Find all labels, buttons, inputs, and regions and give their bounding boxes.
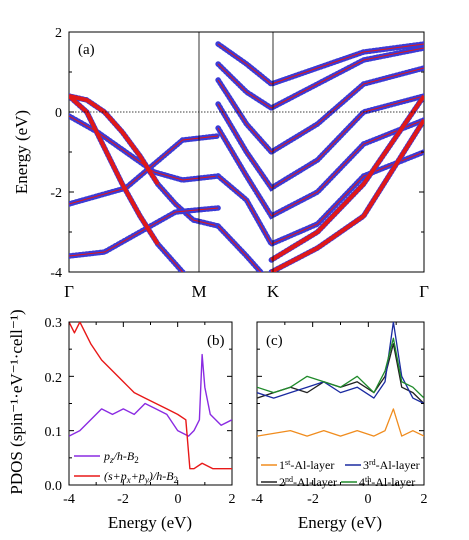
band-core-line-8 bbox=[217, 67, 424, 153]
panel-a-x-tick-label-m: M bbox=[191, 282, 206, 301]
panel-a-ticks bbox=[69, 31, 424, 273]
panel-b-y-tick-label: 0.1 bbox=[45, 425, 63, 440]
legend-label-pz: pz/h-B2 bbox=[103, 449, 139, 465]
panel-b-x-tick-label: 0 bbox=[175, 492, 182, 507]
legend-label-spxpy-part: +p bbox=[131, 469, 145, 483]
legend-label-layer3-part: -Al-layer bbox=[376, 458, 420, 472]
legend-label-layer1-part: -Al-layer bbox=[290, 458, 334, 472]
legend-label-spxpy-part: y bbox=[144, 475, 149, 485]
legend-label-layer1-part: st bbox=[285, 458, 291, 467]
panel-b-label: (b) bbox=[207, 333, 225, 349]
panel-b-series bbox=[69, 322, 232, 470]
panel-b: (b) PDOS (spin⁻¹·eV⁻¹·cell⁻¹) 0.0 0.1 0.… bbox=[7, 309, 236, 532]
legend-label-layer4-part: -Al-layer bbox=[371, 475, 415, 489]
pdos-line-1 bbox=[69, 322, 232, 470]
panel-a-x-tick-label-gamma: Γ bbox=[64, 282, 74, 301]
panel-a-label: (a) bbox=[78, 42, 95, 58]
panel-b-y-tick-label: 0.0 bbox=[45, 479, 63, 494]
band-core-line-10 bbox=[217, 119, 424, 217]
layer-pdos-line-3 bbox=[257, 337, 424, 399]
panel-a-x-tick-label-gamma-end: Γ bbox=[419, 282, 429, 301]
panel-c-line-group bbox=[257, 322, 424, 437]
band-highlight-gamma-end-12 bbox=[270, 118, 424, 272]
panel-b-ticks bbox=[68, 321, 233, 486]
panel-b-line-group bbox=[69, 322, 232, 470]
layer-pdos-line-1 bbox=[257, 343, 424, 404]
band-highlight-gamma-end-13 bbox=[270, 94, 424, 262]
panel-a-y-tick-label: -4 bbox=[50, 266, 62, 281]
legend-label-layer1-part: 1 bbox=[279, 458, 285, 472]
band-highlight-gamma-1 bbox=[69, 94, 160, 246]
band-core-line-2 bbox=[69, 115, 219, 181]
panel-a-bands bbox=[69, 41, 424, 272]
panel-b-y-tick-label: 0.3 bbox=[45, 316, 63, 331]
panel-c-x-tick-label: -2 bbox=[307, 492, 319, 507]
panel-b-x-tick-label: -2 bbox=[117, 492, 129, 507]
legend-label-pz-part: 2 bbox=[134, 455, 139, 465]
legend-label-layer4: 4th-Al-layer bbox=[359, 475, 415, 489]
band-core-line-9 bbox=[217, 95, 424, 189]
legend-label-layer3-part: 3 bbox=[363, 458, 369, 472]
band-core-line-5 bbox=[217, 225, 262, 272]
panel-c-x-tick-label: -4 bbox=[251, 492, 263, 507]
panel-b-y-tick-label: 0.2 bbox=[45, 371, 63, 386]
legend-label-pz-part: /h-B bbox=[113, 449, 135, 463]
band-core-line-3 bbox=[69, 135, 219, 205]
legend-label-layer2-part: nd bbox=[285, 475, 293, 484]
legend-label-spxpy-part: )/h-B bbox=[148, 469, 174, 483]
layer-pdos-line-0 bbox=[257, 408, 424, 437]
panel-c-x-tick-label: 0 bbox=[365, 492, 372, 507]
panel-c-series bbox=[257, 322, 424, 437]
panel-a-x-tick-label-k: K bbox=[267, 282, 280, 301]
panel-a: (a) Energy (eV) 2 0 -2 -4 Γ M K Γ bbox=[12, 26, 429, 301]
panel-a-y-axis-title: Energy (eV) bbox=[12, 110, 31, 194]
layer-pdos-line-2 bbox=[257, 322, 424, 405]
legend-label-pz-part: z bbox=[109, 455, 114, 465]
panel-a-band-group bbox=[69, 41, 424, 272]
panel-c: (c) -4 -2 0 2 Energy (eV) 1st-Al-layer 3… bbox=[251, 321, 428, 532]
panel-a-y-tick-label: -2 bbox=[50, 186, 62, 201]
legend-label-layer1: 1st-Al-layer bbox=[279, 458, 334, 472]
legend-label-spxpy-part: (s+p bbox=[104, 469, 127, 483]
band-core-line-6 bbox=[217, 43, 424, 85]
panel-c-x-tick-label: 2 bbox=[421, 492, 428, 507]
band-highlight-gamma-0 bbox=[69, 94, 160, 186]
panel-b-legend: pz/h-B2 (s+px+py)/h-B2 bbox=[74, 449, 178, 485]
panel-b-x-tick-label: -4 bbox=[63, 492, 75, 507]
legend-label-layer2-part: 2 bbox=[279, 475, 285, 489]
band-core-line-7 bbox=[217, 47, 424, 109]
panel-b-x-axis-title: Energy (eV) bbox=[108, 513, 192, 532]
legend-label-layer4-part: 4 bbox=[359, 475, 365, 489]
legend-label-layer2: 2nd-Al-layer bbox=[279, 475, 337, 489]
band-core-line-4 bbox=[69, 207, 219, 257]
legend-label-spxpy: (s+px+py)/h-B2 bbox=[104, 469, 178, 485]
panel-b-y-axis-title: PDOS (spin⁻¹·eV⁻¹·cell⁻¹) bbox=[7, 309, 26, 494]
panel-c-legend: 1st-Al-layer 3rd-Al-layer 2nd-Al-layer 4… bbox=[261, 458, 420, 489]
panel-a-y-tick-label: 0 bbox=[55, 106, 62, 121]
panel-c-x-axis-title: Energy (eV) bbox=[298, 513, 382, 532]
legend-label-layer2-part: -Al-layer bbox=[293, 475, 337, 489]
legend-label-layer4-part: th bbox=[365, 475, 371, 484]
legend-label-spxpy-part: x bbox=[126, 475, 131, 485]
panel-c-ticks bbox=[256, 321, 425, 486]
pdos-line-0 bbox=[69, 353, 232, 437]
legend-label-layer3-part: rd bbox=[369, 458, 376, 467]
legend-label-spxpy-part: 2 bbox=[174, 475, 179, 485]
panel-a-y-tick-label: 2 bbox=[55, 26, 62, 41]
band-line-3 bbox=[69, 133, 221, 207]
panel-c-label: (c) bbox=[266, 333, 283, 349]
band-line-4 bbox=[69, 205, 221, 259]
legend-label-layer3: 3rd-Al-layer bbox=[363, 458, 420, 472]
legend-label-pz-part: p bbox=[103, 449, 110, 463]
panel-b-x-tick-label: 2 bbox=[229, 492, 236, 507]
